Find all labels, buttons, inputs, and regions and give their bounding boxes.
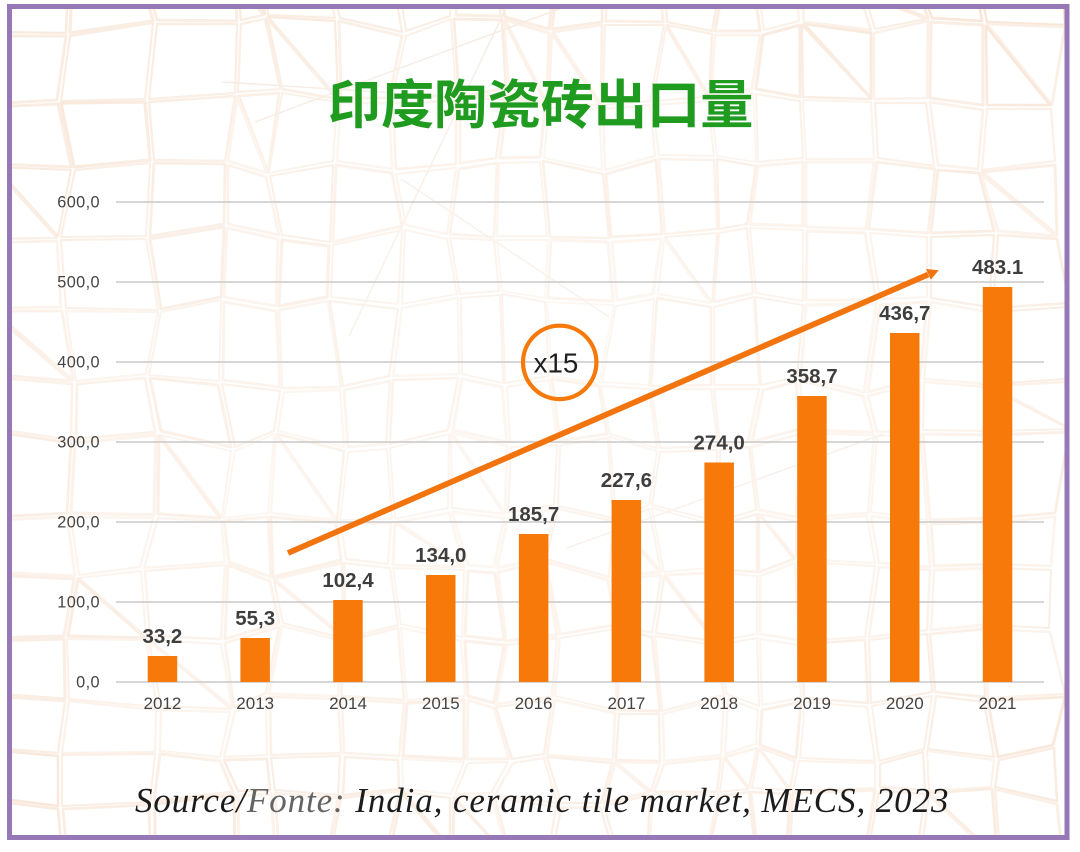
svg-text:436,7: 436,7: [879, 302, 930, 325]
svg-text:358,7: 358,7: [786, 365, 837, 388]
svg-text:500,0: 500,0: [57, 274, 100, 292]
svg-text:0,0: 0,0: [76, 674, 100, 692]
svg-text:483.1: 483.1: [972, 256, 1023, 279]
svg-text:100,0: 100,0: [57, 594, 100, 612]
svg-text:x15: x15: [534, 348, 579, 379]
svg-text:2013: 2013: [236, 694, 274, 713]
svg-text:102,4: 102,4: [322, 569, 374, 592]
svg-text:2016: 2016: [515, 694, 553, 713]
svg-text:2014: 2014: [329, 694, 367, 713]
svg-text:33,2: 33,2: [142, 625, 182, 648]
svg-text:600,0: 600,0: [57, 194, 100, 212]
svg-text:2017: 2017: [607, 694, 645, 713]
svg-text:134,0: 134,0: [415, 544, 466, 567]
svg-text:227,6: 227,6: [601, 469, 652, 492]
svg-text:200,0: 200,0: [57, 514, 100, 532]
svg-text:2021: 2021: [979, 694, 1017, 713]
svg-text:2020: 2020: [886, 694, 924, 713]
svg-text:300,0: 300,0: [57, 434, 100, 452]
svg-text:Source/Fonte: India, ceramic t: Source/Fonte: India, ceramic tile market…: [135, 781, 949, 820]
svg-text:2019: 2019: [793, 694, 831, 713]
svg-text:55,3: 55,3: [235, 607, 275, 630]
svg-text:185,7: 185,7: [508, 503, 559, 526]
svg-text:2018: 2018: [700, 694, 738, 713]
svg-text:274,0: 274,0: [694, 432, 745, 455]
svg-text:400,0: 400,0: [57, 354, 100, 372]
svg-text:2015: 2015: [422, 694, 460, 713]
svg-text:2012: 2012: [143, 694, 181, 713]
